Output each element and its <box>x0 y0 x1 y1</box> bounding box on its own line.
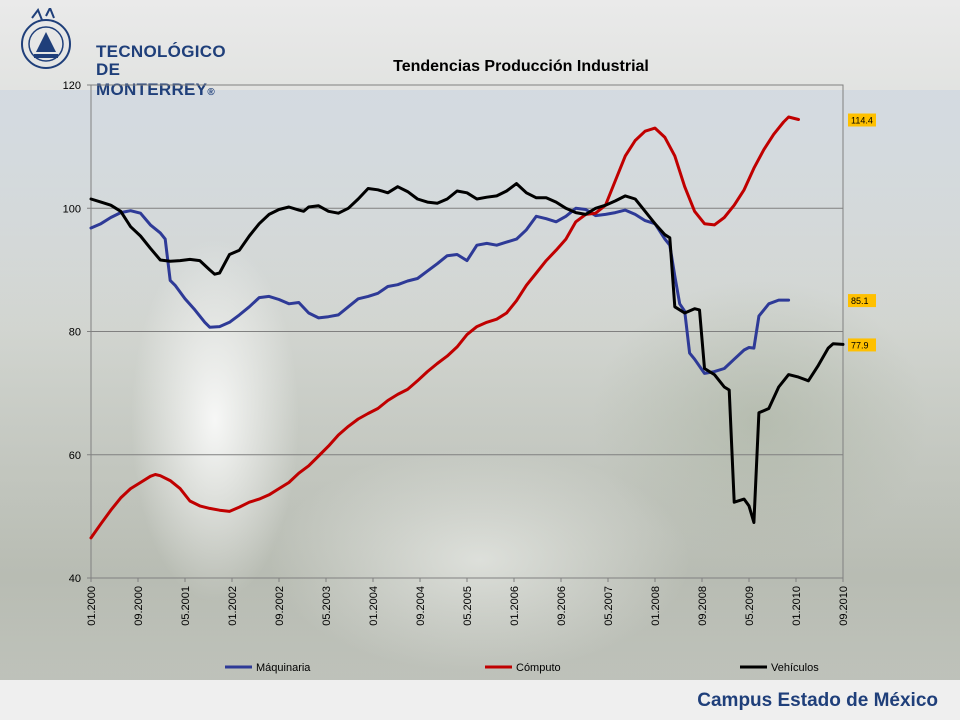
x-tick-label: 09.2002 <box>274 586 286 626</box>
tec-seal-icon <box>21 5 71 69</box>
legend-label: Máquinaria <box>256 662 311 674</box>
series-line-2 <box>89 115 800 540</box>
legend-label: Cómputo <box>516 662 561 674</box>
legend-label: Vehículos <box>771 662 819 674</box>
end-label: 77.9 <box>848 338 876 352</box>
legend-entry: Vehículos <box>740 662 819 674</box>
end-label: 85.1 <box>848 294 876 308</box>
x-tick-label: 01.2006 <box>509 586 521 626</box>
logo-line1: TECNOLÓGICO <box>96 42 226 61</box>
legend: Máquinaria Cómputo Vehículos <box>225 662 819 674</box>
x-tick-label: 05.2001 <box>180 586 192 626</box>
y-tick-label: 40 <box>69 573 81 585</box>
campus-name: Campus Estado de México <box>697 690 938 711</box>
x-tick-label: 09.2004 <box>415 586 427 626</box>
x-tick-label: 05.2007 <box>603 586 615 626</box>
footer-band <box>0 680 960 720</box>
end-label-text: 114.4 <box>851 116 873 126</box>
x-tick-label: 01.2002 <box>227 586 239 626</box>
end-label-box <box>848 338 876 352</box>
y-tick-label: 80 <box>69 327 81 339</box>
series-line-3 <box>89 182 845 524</box>
x-tick-label: 05.2003 <box>321 586 333 626</box>
legend-entry: Cómputo <box>485 662 561 674</box>
x-tick-label: 01.2000 <box>86 586 98 626</box>
end-label-text: 85.1 <box>851 296 869 306</box>
y-axis-ticks: 40 60 80 100 120 <box>63 80 91 585</box>
series-line-1 <box>89 206 791 375</box>
x-tick-label: 09.2000 <box>133 586 145 626</box>
end-label-box <box>848 294 876 308</box>
end-label-text: 77.9 <box>851 340 869 350</box>
x-axis-ticks: 01.2000 09.2000 05.2001 01.2002 09.2002 05.20… <box>86 578 850 626</box>
x-tick-label: 09.2010 <box>838 586 850 626</box>
x-tick-label: 09.2006 <box>556 586 568 626</box>
grid-lines <box>91 207 843 456</box>
x-tick-label: 01.2004 <box>368 586 380 626</box>
y-tick-label: 120 <box>63 80 81 92</box>
campus-photo-background <box>0 90 960 680</box>
x-tick-label: 05.2009 <box>744 586 756 626</box>
registered-mark: ® <box>207 87 215 98</box>
chart-title: Tendencias Producción Industrial <box>393 58 649 75</box>
end-labels: 85.1 114.4 77.9 <box>848 113 876 352</box>
x-tick-label: 09.2008 <box>697 586 709 626</box>
x-tick-label: 01.2010 <box>791 586 803 626</box>
x-tick-label: 05.2005 <box>462 586 474 626</box>
y-tick-label: 100 <box>63 203 81 215</box>
y-tick-label: 60 <box>69 450 81 462</box>
x-tick-label: 01.2008 <box>650 586 662 626</box>
legend-entry: Máquinaria <box>225 662 311 674</box>
end-label-box <box>848 113 876 127</box>
series-lines <box>89 115 845 540</box>
end-label: 114.4 <box>848 113 876 127</box>
